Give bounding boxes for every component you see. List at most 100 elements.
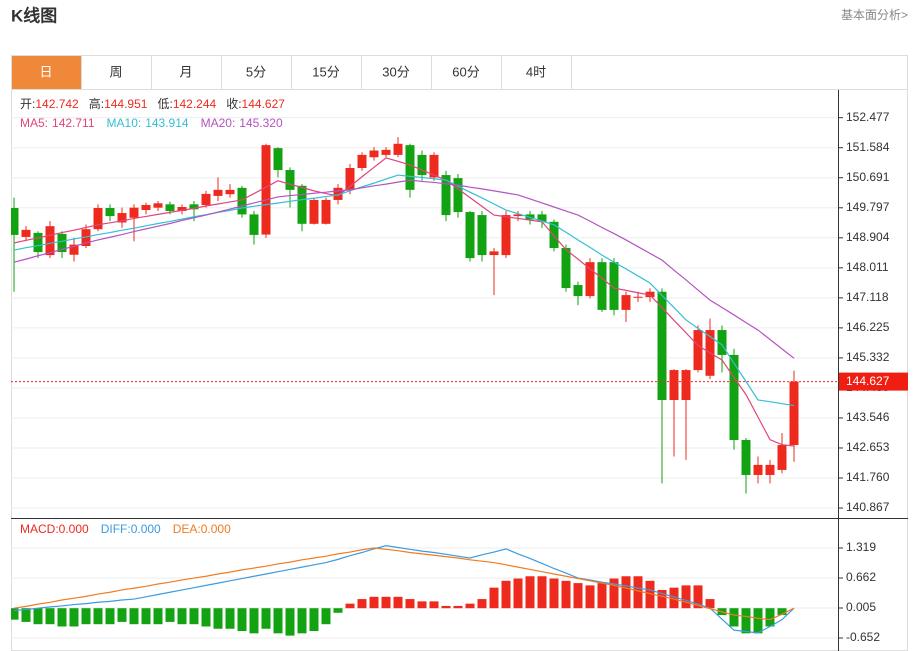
tab-bg[interactable] — [361, 55, 432, 90]
tab-bg[interactable] — [221, 55, 292, 90]
macd-bar — [621, 576, 631, 609]
y-tick-label: 147.118 — [846, 290, 889, 304]
candle-body — [777, 445, 787, 470]
tab-label[interactable]: 周 — [109, 64, 122, 79]
candle-body — [81, 229, 91, 247]
candle-body — [681, 370, 691, 400]
last-price-label: 144.627 — [846, 374, 890, 388]
y-tick-label: -0.652 — [846, 630, 880, 644]
y-tick-label: 148.904 — [846, 230, 890, 244]
candle-body — [393, 143, 403, 155]
macd-bar — [201, 608, 211, 627]
macd-bar — [453, 605, 463, 609]
candle-body — [177, 207, 187, 212]
macd-bar — [189, 608, 199, 625]
candle-body — [129, 207, 139, 218]
macd-bar — [693, 585, 703, 609]
candle-body — [153, 203, 163, 208]
price-plot — [11, 117, 838, 509]
y-tick-label: 140.867 — [846, 500, 890, 514]
candle-body — [477, 215, 487, 256]
legend-value: 143.914 — [145, 116, 189, 130]
candle-body — [729, 354, 739, 441]
tab-label[interactable]: 15分 — [312, 64, 339, 79]
candle-body — [165, 204, 175, 212]
y-tick-label: 148.011 — [846, 260, 889, 274]
indicator-line — [13, 545, 795, 634]
macd-bar — [465, 603, 475, 609]
macd-bar — [441, 605, 451, 609]
macd-bar — [477, 599, 487, 609]
macd-bar — [729, 608, 739, 627]
candle-body — [69, 244, 79, 255]
macd-bar — [585, 585, 595, 609]
macd-bar — [33, 608, 43, 625]
tab-bg[interactable] — [11, 55, 82, 90]
last-price-tag — [839, 372, 908, 391]
macd-bar — [669, 587, 679, 609]
macd-bar — [573, 583, 583, 609]
tab-bg[interactable] — [81, 55, 152, 90]
legend-name: MA10: — [107, 116, 142, 130]
candle-body — [609, 262, 619, 310]
candle-body — [585, 262, 595, 297]
tab-bg[interactable] — [501, 55, 572, 90]
candle-body — [11, 208, 19, 235]
macd-bar — [117, 608, 127, 622]
y-tick-label: 146.225 — [846, 320, 890, 334]
macd-bar — [525, 576, 535, 609]
candle-body — [417, 154, 427, 176]
macd-bar — [405, 599, 415, 609]
macd-bar — [297, 608, 307, 634]
tab-bg[interactable] — [151, 55, 222, 90]
tab-label[interactable]: 5分 — [246, 64, 266, 79]
indicator-line — [13, 547, 795, 621]
macd-bar — [561, 580, 571, 609]
candle-body — [561, 248, 571, 289]
tab-label[interactable]: 30分 — [382, 64, 409, 79]
candle-body — [273, 148, 283, 171]
y-tick-label: 0.005 — [846, 600, 876, 614]
indicator-line — [13, 179, 795, 359]
macd-bar — [309, 608, 319, 632]
fundamental-link[interactable]: 基本面分析> — [841, 8, 908, 22]
candle-body — [33, 232, 43, 253]
candle-body — [333, 187, 343, 200]
macd-bar — [237, 608, 247, 632]
candle-body — [669, 370, 679, 400]
macd-bar — [273, 608, 283, 634]
tab-label[interactable]: 4时 — [526, 64, 546, 79]
macd-bar — [57, 608, 67, 627]
macd-bar — [129, 608, 139, 625]
y-tick-label: 151.584 — [846, 140, 890, 154]
macd-bar — [11, 608, 19, 620]
macd-bar — [81, 608, 91, 625]
candle-body — [321, 199, 331, 224]
candle-body — [189, 204, 199, 210]
macd-bar — [333, 608, 343, 613]
ohlc-name: 低: — [157, 97, 172, 111]
candle-body — [645, 291, 655, 298]
candle-body — [93, 208, 103, 230]
tab-bg[interactable] — [291, 55, 362, 90]
ohlc-value: 142.742 — [35, 97, 79, 111]
candle-body — [285, 170, 295, 190]
tab-label[interactable]: 月 — [179, 64, 192, 79]
candle-body — [261, 145, 271, 235]
y-tick-label: 142.653 — [846, 440, 890, 454]
macd-bar — [489, 587, 499, 609]
candle-body — [345, 168, 355, 190]
macd-bar — [417, 601, 427, 609]
macd-bar — [381, 596, 391, 609]
candle-body — [213, 189, 223, 196]
tab-label[interactable]: 60分 — [452, 64, 479, 79]
candle-body — [465, 212, 475, 259]
tab-label[interactable]: 日 — [39, 64, 52, 79]
macd-bar — [609, 578, 619, 609]
macd-bar — [393, 596, 403, 609]
candle-body — [45, 226, 55, 256]
tab-bg[interactable] — [431, 55, 502, 90]
macd-bar — [513, 578, 523, 609]
macd-bar — [429, 601, 439, 609]
